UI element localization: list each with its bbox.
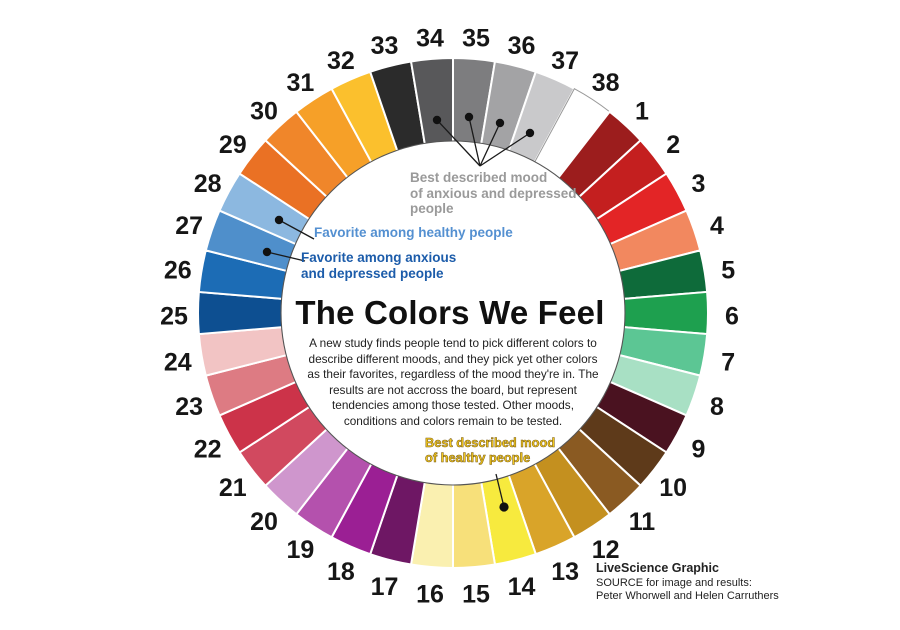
svg-text:1: 1 [635,97,649,125]
svg-text:17: 17 [371,573,399,601]
svg-text:29: 29 [219,131,247,159]
svg-text:8: 8 [710,393,724,421]
svg-text:26: 26 [164,257,192,285]
svg-text:11: 11 [629,508,656,536]
svg-text:37: 37 [551,47,579,75]
svg-text:27: 27 [175,212,203,240]
svg-text:14: 14 [508,573,536,601]
svg-text:30: 30 [250,97,278,125]
svg-text:33: 33 [371,32,399,60]
svg-text:18: 18 [327,558,355,586]
svg-text:16: 16 [416,581,444,609]
svg-text:19: 19 [286,536,314,564]
svg-text:7: 7 [721,349,735,377]
svg-text:38: 38 [592,69,620,97]
svg-text:5: 5 [721,257,735,285]
svg-text:35: 35 [462,25,490,53]
svg-text:34: 34 [416,25,444,53]
svg-text:4: 4 [710,212,724,240]
svg-text:9: 9 [691,435,705,463]
svg-text:24: 24 [164,349,192,377]
svg-text:2: 2 [666,131,680,159]
svg-text:21: 21 [219,474,247,502]
svg-text:3: 3 [691,170,705,198]
svg-text:36: 36 [508,32,536,60]
svg-text:32: 32 [327,47,355,75]
svg-text:23: 23 [175,393,203,421]
svg-text:28: 28 [194,170,222,198]
svg-text:13: 13 [551,558,579,586]
svg-text:15: 15 [462,581,490,609]
svg-text:20: 20 [250,508,278,536]
svg-text:22: 22 [194,435,222,463]
svg-text:12: 12 [592,536,620,564]
svg-text:31: 31 [286,69,314,97]
svg-text:10: 10 [659,474,687,502]
